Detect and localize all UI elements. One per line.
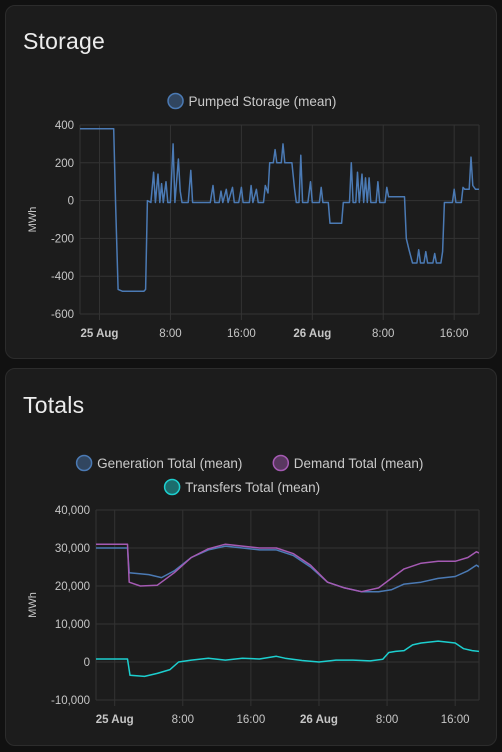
legend-item-generation-total-mean[interactable]: Generation Total (mean) [75, 454, 243, 472]
x-tick-label: 16:00 [441, 714, 470, 726]
y-axis-title: MWh [27, 592, 39, 618]
legend-item-transfers-total-mean[interactable]: Transfers Total (mean) [163, 478, 321, 496]
x-tick-label: 26 Aug [300, 714, 338, 726]
y-tick-label: -600 [51, 309, 74, 321]
totals-card: Totals 40,000 30,000 20,000 10,000 0 -10,000 2… [5, 368, 497, 746]
y-tick-label: 0 [68, 196, 74, 208]
legend-item-demand-total-mean[interactable]: Demand Total (mean) [272, 454, 424, 472]
x-tick-label: 16:00 [227, 328, 256, 340]
y-tick-label: 0 [84, 657, 90, 669]
y-axis-title: MWh [27, 207, 39, 233]
y-tick-label: -10,000 [51, 695, 90, 707]
storage-card: Storage 400 200 0 -200 -400 -600 25 Aug 8:00 16:… [5, 5, 497, 359]
totals-card-title: Totals [23, 392, 85, 418]
x-tick-label: 8:00 [372, 328, 394, 340]
demand-total-mean-line [96, 543, 479, 593]
legend-label: Transfers Total (mean) [185, 480, 320, 495]
x-tick-label: 25 Aug [96, 714, 134, 726]
totals-chart: 40,000 30,000 20,000 10,000 0 -10,000 25 Aug 8:… [27, 454, 480, 726]
y-tick-label: 400 [55, 120, 74, 132]
legend-label: Generation Total (mean) [97, 456, 242, 471]
y-tick-label: 10,000 [55, 619, 90, 631]
x-tick-label: 8:00 [159, 328, 181, 340]
storage-chart: 400 200 0 -200 -400 -600 25 Aug 8:00 16:00 26 Aug… [27, 92, 480, 340]
pumped-storage-mean-line [80, 128, 479, 293]
legend-swatch [167, 92, 184, 110]
x-tick-label: 26 Aug [293, 328, 331, 340]
x-tick-label: 16:00 [440, 328, 469, 340]
x-tick-label: 8:00 [172, 714, 194, 726]
y-tick-label: -400 [51, 271, 74, 283]
legend-swatch [163, 478, 181, 496]
y-tick-label: 200 [55, 158, 74, 170]
y-tick-label: 20,000 [55, 581, 90, 593]
legend-swatch [272, 454, 290, 472]
storage-card-title: Storage [23, 28, 105, 54]
legend-label: Demand Total (mean) [294, 456, 424, 471]
legend-item-pumped-storage-mean[interactable]: Pumped Storage (mean) [167, 92, 337, 110]
x-tick-label: 25 Aug [81, 328, 119, 340]
x-tick-label: 16:00 [237, 714, 266, 726]
x-tick-label: 8:00 [376, 714, 398, 726]
y-tick-label: 30,000 [55, 543, 90, 555]
legend-swatch [75, 454, 93, 472]
transfers-total-mean-line [96, 640, 479, 678]
y-tick-label: 40,000 [55, 505, 90, 517]
legend-label: Pumped Storage (mean) [189, 94, 337, 109]
y-tick-label: -200 [51, 233, 74, 245]
